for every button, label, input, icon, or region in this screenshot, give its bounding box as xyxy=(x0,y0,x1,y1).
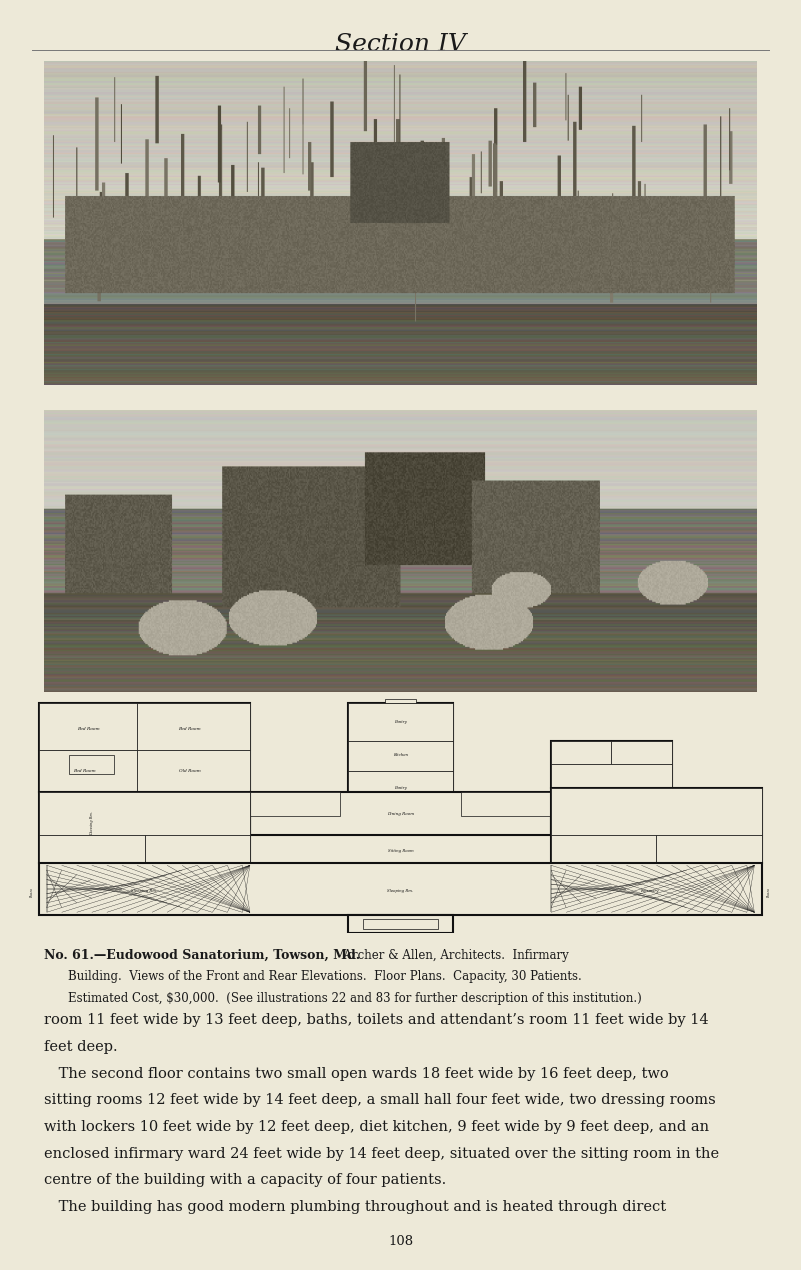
Text: Bed Room: Bed Room xyxy=(73,770,95,773)
Text: Archer & Allen, Architects.  Infirmary: Archer & Allen, Architects. Infirmary xyxy=(336,949,570,961)
Bar xyxy=(39,751,137,792)
Bar xyxy=(551,740,671,787)
Bar xyxy=(551,740,611,765)
Bar xyxy=(39,704,250,792)
Bar xyxy=(39,751,250,792)
Bar xyxy=(551,787,762,864)
Text: Kitchen: Kitchen xyxy=(393,753,408,757)
Text: enclosed infirmary ward 24 feet wide by 14 feet deep, situated over the sitting : enclosed infirmary ward 24 feet wide by … xyxy=(44,1147,719,1161)
Text: Piazza: Piazza xyxy=(767,889,771,898)
Text: Infirmary: Infirmary xyxy=(640,889,658,893)
Text: Bed Room: Bed Room xyxy=(77,726,99,732)
Bar xyxy=(551,765,671,787)
Text: No. 61.—Eudowood Sanatorium, Towson, Md.: No. 61.—Eudowood Sanatorium, Towson, Md. xyxy=(44,949,360,961)
Text: The second floor contains two small open wards 18 feet wide by 16 feet deep, two: The second floor contains two small open… xyxy=(44,1067,669,1081)
Text: Pantry: Pantry xyxy=(394,786,407,790)
Bar xyxy=(611,740,671,765)
Text: Sitting Room: Sitting Room xyxy=(388,850,413,853)
Text: Old Room: Old Room xyxy=(179,770,200,773)
Bar xyxy=(461,792,551,817)
Bar xyxy=(348,771,453,801)
Text: Bed Room: Bed Room xyxy=(179,726,201,732)
Text: Building.  Views of the Front and Rear Elevations.  Floor Plans.  Capacity, 30 P: Building. Views of the Front and Rear El… xyxy=(68,970,582,983)
Text: Dressing Rm.: Dressing Rm. xyxy=(90,812,94,834)
Bar xyxy=(348,704,453,801)
Text: 108: 108 xyxy=(388,1236,413,1248)
Text: Pantry: Pantry xyxy=(394,720,407,724)
Bar xyxy=(39,792,250,834)
Text: Section IV: Section IV xyxy=(335,33,466,56)
Bar xyxy=(385,698,416,704)
Bar xyxy=(348,914,453,933)
Bar xyxy=(551,787,762,834)
Text: The building has good modern plumbing throughout and is heated through direct: The building has good modern plumbing th… xyxy=(44,1200,666,1214)
Bar xyxy=(39,792,250,864)
Text: centre of the building with a capacity of four patients.: centre of the building with a capacity o… xyxy=(44,1173,446,1187)
Text: Piazza: Piazza xyxy=(30,889,34,898)
Bar xyxy=(250,792,551,834)
Bar xyxy=(657,834,762,864)
Text: Sleeping Rm.: Sleeping Rm. xyxy=(131,889,158,893)
Bar xyxy=(137,704,250,751)
Text: Dining Room: Dining Room xyxy=(387,812,414,815)
Bar xyxy=(69,754,115,773)
Bar xyxy=(551,834,657,864)
Text: feet deep.: feet deep. xyxy=(44,1040,118,1054)
Text: Sleeping Rm.: Sleeping Rm. xyxy=(388,889,413,893)
Text: sitting rooms 12 feet wide by 14 feet deep, a small hall four feet wide, two dre: sitting rooms 12 feet wide by 14 feet de… xyxy=(44,1093,716,1107)
Bar xyxy=(348,740,453,771)
Text: Estimated Cost, $30,000.  (See illustrations 22 and 83 for further description o: Estimated Cost, $30,000. (See illustrati… xyxy=(68,992,642,1005)
Bar xyxy=(250,792,340,817)
Bar xyxy=(39,864,762,914)
Bar xyxy=(137,751,250,792)
Text: with lockers 10 feet wide by 12 feet deep, diet kitchen, 9 feet wide by 9 feet d: with lockers 10 feet wide by 12 feet dee… xyxy=(44,1120,709,1134)
Bar xyxy=(39,704,137,751)
Bar xyxy=(144,834,250,864)
Bar xyxy=(348,704,453,740)
Bar xyxy=(39,834,144,864)
Bar xyxy=(363,919,438,928)
Text: room 11 feet wide by 13 feet deep, baths, toilets and attendant’s room 11 feet w: room 11 feet wide by 13 feet deep, baths… xyxy=(44,1013,709,1027)
